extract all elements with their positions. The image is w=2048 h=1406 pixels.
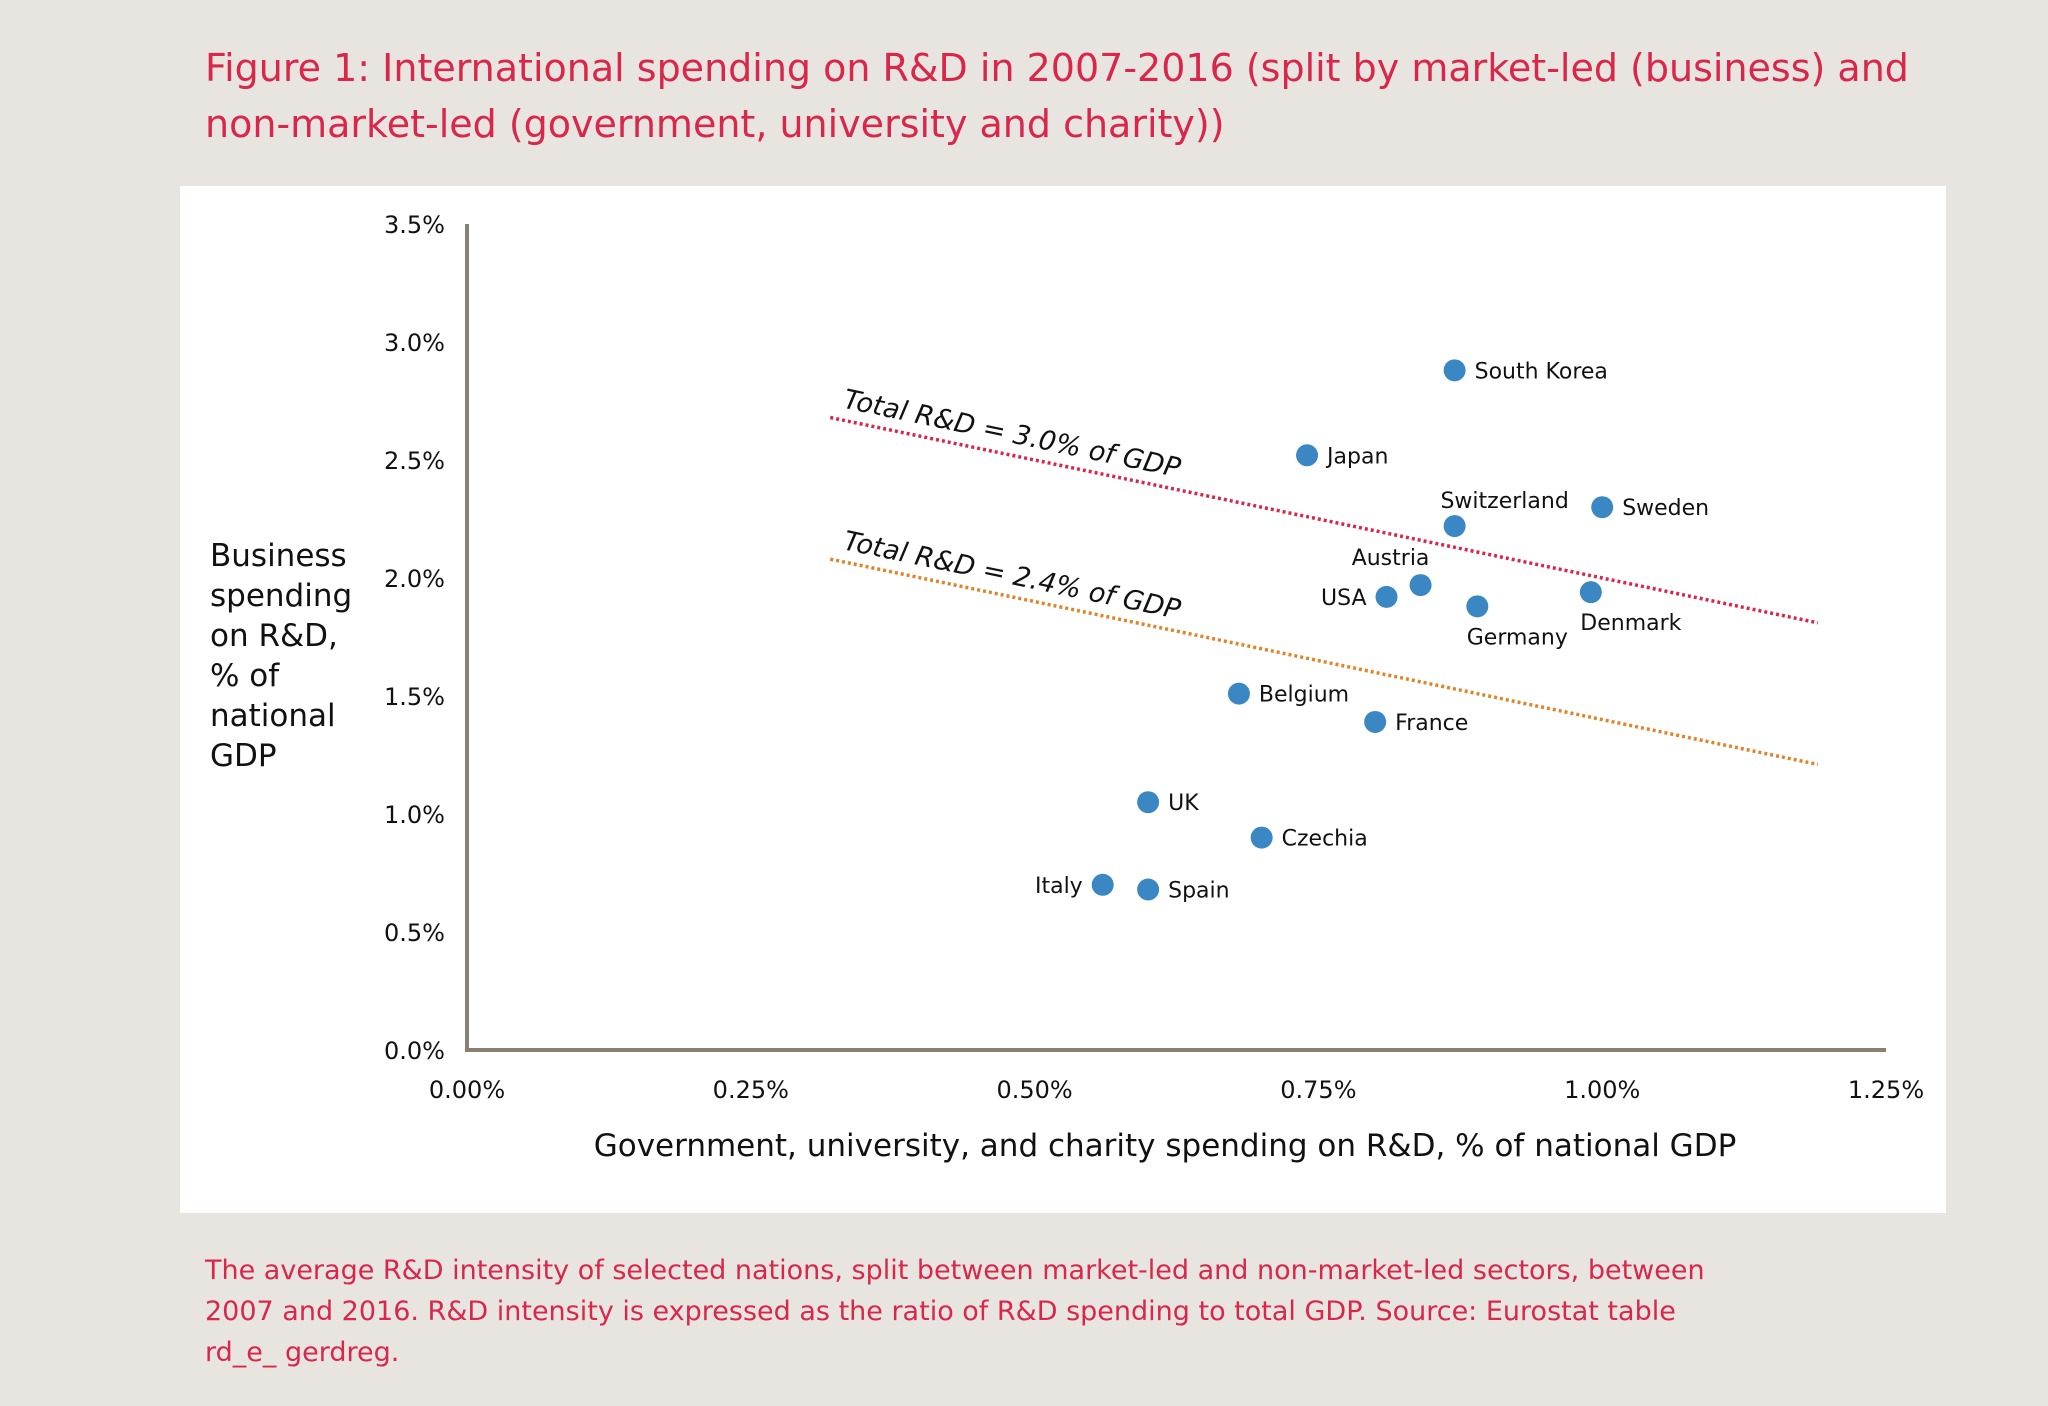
reference-line-label: Total R&D = 2.4% of GDP xyxy=(841,526,1184,626)
y-tick-label: 0.5% xyxy=(384,919,445,947)
y-tick-label: 2.5% xyxy=(384,447,445,475)
data-point xyxy=(1591,496,1614,519)
reference-line-label: Total R&D = 3.0% of GDP xyxy=(841,384,1184,484)
y-tick-label: 3.0% xyxy=(384,329,445,357)
x-tick-label: 1.25% xyxy=(1848,1076,1924,1104)
point-label: Denmark xyxy=(1580,611,1681,636)
point-label: Japan xyxy=(1325,444,1388,469)
y-tick-label: 0.0% xyxy=(384,1037,445,1065)
point-label: Spain xyxy=(1168,879,1229,904)
data-point xyxy=(1443,515,1466,538)
x-tick-label: 1.00% xyxy=(1564,1076,1640,1104)
point-label: Czechia xyxy=(1282,827,1368,852)
data-point xyxy=(1579,581,1602,604)
x-tick-label: 0.75% xyxy=(1280,1076,1356,1104)
figure-title: Figure 1: International spending on R&D … xyxy=(205,46,1909,146)
y-axis-label: Business spending on R&D, % of national … xyxy=(210,538,353,774)
data-point xyxy=(1296,444,1319,467)
point-label: UK xyxy=(1168,791,1199,816)
data-point xyxy=(1137,791,1160,814)
reference-line xyxy=(829,415,1819,625)
point-label: Switzerland xyxy=(1440,489,1568,514)
reference-line xyxy=(829,557,1819,767)
data-point xyxy=(1466,595,1489,618)
y-tick-label: 3.5% xyxy=(384,211,445,239)
data-point xyxy=(1364,710,1387,733)
point-label: South Korea xyxy=(1475,359,1608,384)
y-tick-label: 1.5% xyxy=(384,683,445,711)
x-tick-label: 0.25% xyxy=(713,1076,789,1104)
data-point xyxy=(1250,826,1273,849)
data-point xyxy=(1227,682,1250,705)
point-label: USA xyxy=(1321,586,1367,611)
data-point xyxy=(1091,873,1114,896)
figure-caption: The average R&D intensity of selected na… xyxy=(205,1255,1705,1368)
chart-panel xyxy=(180,186,1946,1213)
data-point xyxy=(1409,574,1432,597)
x-tick-label: 0.00% xyxy=(429,1076,505,1104)
point-label: Germany xyxy=(1467,625,1568,650)
data-point xyxy=(1443,359,1466,382)
x-tick-label: 0.50% xyxy=(996,1076,1072,1104)
y-tick-label: 1.0% xyxy=(384,801,445,829)
point-label: Italy xyxy=(1035,874,1083,899)
x-axis-label: Government, university, and charity spen… xyxy=(593,1128,1737,1164)
point-label: France xyxy=(1395,711,1468,736)
point-label: Belgium xyxy=(1259,683,1349,708)
data-point xyxy=(1137,878,1160,901)
point-label: Austria xyxy=(1352,546,1430,571)
data-point xyxy=(1375,585,1398,608)
point-label: Sweden xyxy=(1622,496,1709,521)
y-tick-label: 2.0% xyxy=(384,565,445,593)
